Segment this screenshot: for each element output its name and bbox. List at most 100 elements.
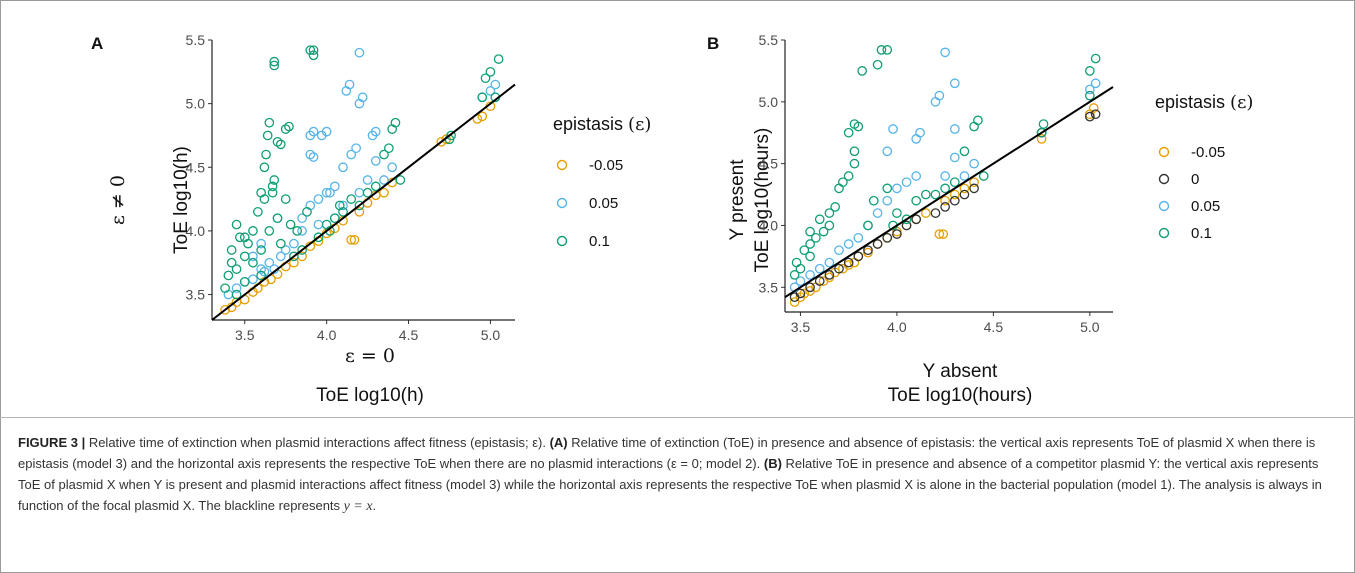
- legend-marker: [556, 197, 568, 209]
- y-tick-label: 4.5: [186, 159, 206, 175]
- data-point: [915, 127, 925, 138]
- data-point: [849, 119, 860, 129]
- data-point: [824, 220, 835, 231]
- data-point: [248, 257, 258, 268]
- data-point: [262, 130, 273, 141]
- legend-label: 0: [1191, 171, 1199, 188]
- data-point: [354, 200, 365, 211]
- data-point: [485, 86, 496, 96]
- legend-label: -0.05: [1191, 144, 1225, 161]
- data-point: [811, 232, 821, 243]
- legend-marker: [1158, 146, 1170, 158]
- data-point: [446, 130, 456, 141]
- caption-label: FIGURE 3 |: [18, 435, 86, 450]
- data-point: [799, 288, 810, 299]
- data-point: [959, 183, 970, 194]
- data-point: [302, 206, 312, 217]
- data-point: [1036, 134, 1047, 144]
- data-point: [824, 270, 835, 280]
- data-point: [289, 238, 299, 249]
- data-point: [930, 208, 941, 218]
- data-point: [930, 189, 941, 200]
- data-point: [872, 59, 883, 70]
- data-point: [275, 251, 286, 262]
- x-tick-labels: 3.5 4.0 4.5 5.0: [235, 320, 500, 343]
- data-point: [814, 276, 825, 286]
- data-point: [387, 162, 398, 173]
- data-point: [305, 45, 316, 56]
- data-point: [292, 226, 303, 236]
- data-point: [863, 220, 873, 231]
- y-tick-label: 5.5: [186, 32, 206, 48]
- data-point: [297, 245, 307, 255]
- x-axis-title: Y absent ToE log10(hours): [888, 361, 1033, 406]
- data-point: [805, 226, 815, 237]
- caption-text-2: Relative time of extinction (ToE) in pre…: [18, 435, 1316, 471]
- data-point: [264, 226, 275, 236]
- data-point: [940, 171, 950, 181]
- data-point: [795, 288, 806, 299]
- data-point: [882, 45, 893, 55]
- data-point: [248, 226, 258, 236]
- data-point: [239, 251, 250, 262]
- data-point: [920, 189, 931, 200]
- data-point: [346, 149, 357, 160]
- data-point: [1090, 53, 1101, 64]
- data-point: [275, 238, 286, 249]
- data-point: [843, 239, 854, 249]
- data-point: [308, 50, 319, 61]
- data-point: [789, 297, 800, 307]
- identity-line: [211, 83, 516, 321]
- data-point: [231, 289, 242, 300]
- data-point: [838, 177, 848, 188]
- data-point: [892, 183, 902, 194]
- data-point: [259, 162, 270, 173]
- legend-label: 0.05: [589, 195, 618, 212]
- data-point: [1084, 66, 1095, 76]
- x-tick-label: 3.5: [235, 327, 255, 343]
- data-point: [969, 158, 979, 169]
- data-point: [239, 276, 250, 287]
- data-point: [849, 158, 860, 169]
- data-point: [231, 264, 242, 274]
- data-point: [256, 264, 266, 274]
- data-point: [231, 219, 242, 230]
- panel-a: A ε ≠ 0 ToE log10(h) 3.5 4.0 4.5 5.0 5.5 3.5…: [91, 32, 651, 406]
- data-point: [830, 202, 841, 212]
- data-point: [264, 117, 275, 128]
- data-point: [370, 126, 381, 137]
- legend-marker: [1158, 173, 1170, 185]
- data-point: [321, 126, 332, 137]
- data-point: [223, 270, 234, 281]
- data-point: [357, 92, 368, 103]
- caption-text-4: .: [372, 498, 377, 513]
- x-tick-label: 4.0: [317, 327, 337, 343]
- data-point: [791, 257, 802, 268]
- data-point: [362, 175, 373, 185]
- data-point: [843, 257, 854, 268]
- data-point: [940, 195, 950, 206]
- data-point: [256, 245, 266, 255]
- data-point: [1090, 78, 1101, 89]
- data-point: [256, 270, 266, 281]
- legend-title-symbol: (ε): [1230, 92, 1253, 113]
- legend-marker: [1158, 200, 1170, 212]
- figure-caption: FIGURE 3 | Relative time of extinction w…: [18, 432, 1338, 517]
- x-axis-title: ε = 0 ToE log10(h): [316, 345, 424, 406]
- data-point: [882, 232, 893, 243]
- caption-divider: [0, 417, 1355, 418]
- y-axis-title-bottom: ToE log10(h): [171, 146, 192, 254]
- data-point: [824, 272, 835, 283]
- data-point: [1038, 119, 1049, 129]
- data-point: [351, 143, 361, 154]
- x-tick-label: 5.0: [481, 327, 501, 343]
- data-point: [882, 195, 893, 206]
- data-point: [920, 208, 931, 218]
- data-point: [477, 92, 488, 103]
- y-tick-labels: 3.5 4.0 4.5 5.0 5.5: [759, 32, 785, 295]
- data-point: [824, 208, 835, 218]
- x-tick-label: 3.5: [791, 319, 811, 335]
- data-point: [818, 226, 829, 237]
- legend-label: 0.1: [589, 233, 610, 250]
- data-point: [313, 232, 324, 243]
